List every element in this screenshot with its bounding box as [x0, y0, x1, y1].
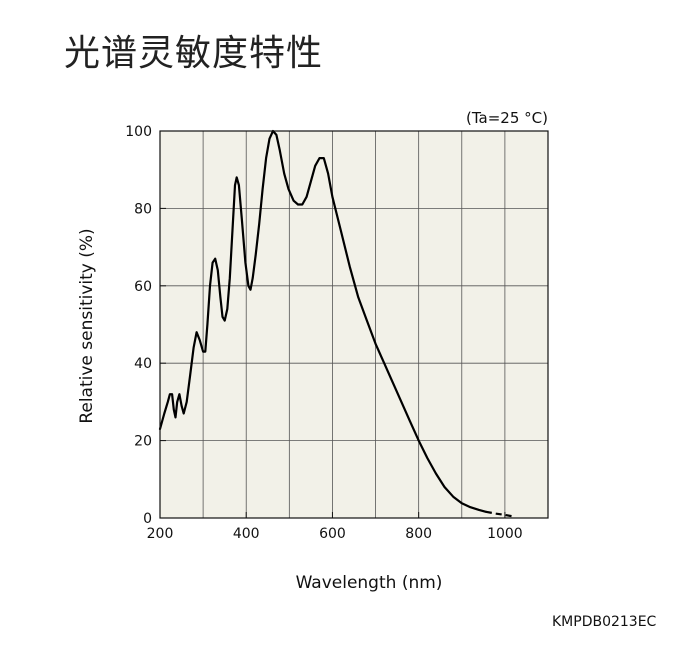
x-axis-title: Wavelength (nm): [296, 573, 443, 593]
series-line-dashed: [485, 510, 514, 518]
y-tick-label: 80: [134, 201, 152, 217]
x-tick-label: 400: [233, 526, 260, 542]
y-tick-label: 60: [134, 279, 152, 295]
y-axis-title: Relative sensitivity (%): [77, 228, 97, 423]
plot-area: [160, 131, 548, 518]
x-tick-label: 800: [405, 526, 432, 542]
page-title: 光谱灵敏度特性: [64, 33, 324, 74]
temperature-condition: (Ta=25 °C): [466, 109, 548, 127]
x-tick-label: 200: [147, 526, 174, 542]
tick-labels: 200 400 600 800 1000 0 20 40 60 80 100: [125, 124, 522, 542]
y-tick-label: 0: [143, 511, 152, 527]
series-line: [158, 129, 487, 513]
plot-frame: [159, 130, 549, 519]
sensitivity-curve: [158, 129, 514, 518]
x-tick-label: 600: [319, 526, 346, 542]
y-tick-label: 20: [134, 434, 152, 450]
document-code: KMPDB0213EC: [552, 614, 657, 630]
y-tick-label: 40: [134, 356, 152, 372]
x-tick-label: 1000: [487, 526, 523, 542]
y-tick-label: 100: [125, 124, 152, 140]
